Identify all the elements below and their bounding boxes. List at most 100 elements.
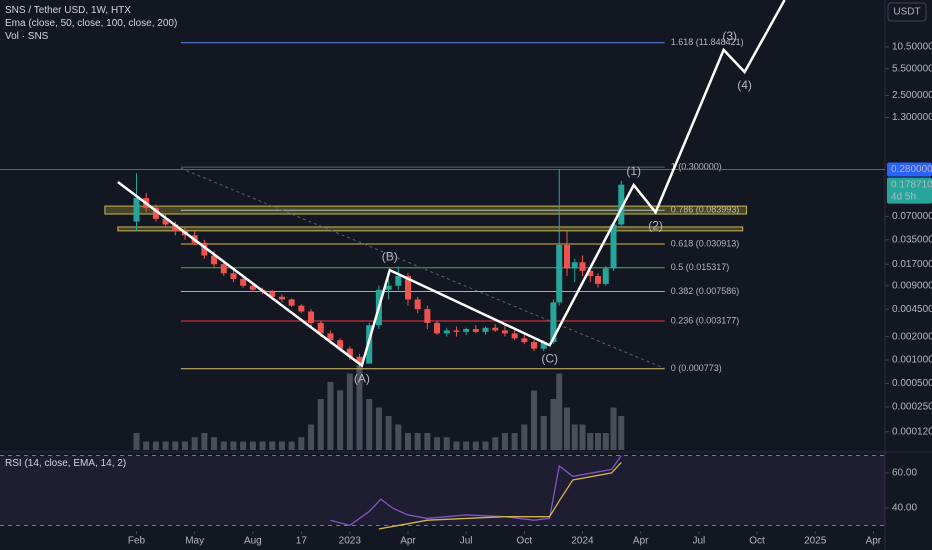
fib-label: 0.5 (0.015317) (671, 262, 730, 272)
volume-bar (337, 390, 344, 450)
candle-body (346, 348, 353, 357)
volume-bar (556, 373, 563, 450)
rsi-band (0, 455, 885, 526)
countdown-label: 4d 5h (891, 191, 916, 202)
volume-legend: Vol · SNS (5, 31, 49, 42)
x-tick-label: 2025 (804, 536, 827, 547)
currency-button[interactable] (887, 2, 927, 22)
x-tick-label: May (185, 536, 204, 547)
wave-label: (C) (541, 351, 558, 365)
x-tick-label: Oct (749, 536, 765, 547)
volume-bar (298, 437, 305, 450)
candle-body (230, 273, 237, 279)
y-tick-label: 0.017000 (892, 259, 932, 270)
candle-body (602, 268, 609, 284)
wave-label: (B) (382, 249, 398, 263)
ema-legend: Ema (close, 50, close, 100, close, 200) (5, 18, 177, 29)
rsi-tick-label: 40.00 (892, 503, 917, 514)
y-tick-label: 0.070000 (892, 211, 932, 222)
wave-path (117, 0, 786, 368)
x-tick-label: Apr (866, 536, 882, 547)
volume-bar (181, 441, 188, 450)
rsi-line (330, 455, 622, 527)
candle-body (511, 333, 518, 339)
candle-body (579, 262, 586, 271)
volume-bar (259, 441, 266, 450)
candle-body (550, 302, 557, 343)
x-tick-label: 17 (296, 536, 308, 547)
y-tick-label: 0.002000 (892, 331, 932, 342)
volume-bar (366, 399, 373, 450)
volume-bar (152, 441, 159, 450)
candle-body (298, 305, 305, 312)
x-tick-label: Jul (692, 536, 705, 547)
rsi-legend: RSI (14, close, EMA, 14, 2) (5, 458, 126, 469)
wave-label: (1) (626, 164, 641, 178)
price-tag (887, 162, 932, 177)
candle-body (531, 342, 538, 349)
candle-body (278, 296, 285, 300)
volume-bar (249, 441, 256, 450)
wave-label: (2) (648, 218, 663, 232)
candle-body (240, 278, 247, 286)
y-tick-label: 1.300000 (892, 112, 932, 123)
volume-bar (240, 441, 247, 450)
candle-body (172, 224, 179, 232)
y-tick-label: 5.500000 (892, 63, 932, 74)
candle-body (492, 327, 499, 331)
x-tick-label: Jul (460, 536, 473, 547)
volume-bar (269, 441, 276, 450)
volume-bar (395, 424, 402, 450)
candle-body (472, 329, 479, 332)
volume-bar (230, 441, 237, 450)
candle-body (317, 322, 324, 334)
candle-body (385, 285, 392, 290)
y-tick-label: 0.009000 (892, 280, 932, 291)
candle-body (556, 245, 563, 303)
volume-bar (414, 433, 421, 450)
volume-bar (579, 424, 586, 450)
candle-body (414, 299, 421, 310)
wave-label: (A) (354, 372, 370, 386)
volume-bar (492, 437, 499, 450)
candle-body (395, 276, 402, 286)
x-tick-label: Apr (633, 536, 649, 547)
volume-bar (404, 433, 411, 450)
volume-bar (618, 416, 625, 450)
volume-bar (143, 441, 150, 450)
candle-body (563, 245, 570, 269)
volume-bar (308, 424, 315, 450)
volume-bar (172, 441, 179, 450)
volume-bar (521, 424, 528, 450)
volume-bar (550, 399, 557, 450)
candle-body (337, 340, 344, 349)
volume-bar (610, 407, 617, 450)
wave-label: (3) (722, 29, 737, 43)
last-price-label: 0.178710 (891, 179, 932, 190)
volume-bar (482, 441, 489, 450)
candle-body (162, 218, 169, 225)
volume-bar (463, 441, 470, 450)
candle-body (434, 322, 441, 334)
currency-label[interactable]: USDT (893, 7, 920, 18)
candle-body (501, 330, 508, 334)
candle-body (463, 329, 470, 332)
volume-bar (540, 416, 547, 450)
y-tick-label: 0.000250 (892, 402, 932, 413)
volume-bar (327, 382, 334, 450)
y-tick-label: 0.035000 (892, 234, 932, 245)
volume-bar (443, 437, 450, 450)
x-tick-label: Feb (128, 536, 146, 547)
volume-bar (191, 437, 198, 450)
fib-label: 0.382 (0.007586) (671, 286, 740, 296)
volume-bar (288, 441, 295, 450)
candle-body (308, 311, 315, 323)
candle-body (327, 333, 334, 341)
x-tick-label: Oct (517, 536, 533, 547)
rsi-tick-label: 60.00 (892, 468, 917, 479)
volume-bar (563, 407, 570, 450)
fib-label: 0.618 (0.030913) (671, 238, 740, 248)
